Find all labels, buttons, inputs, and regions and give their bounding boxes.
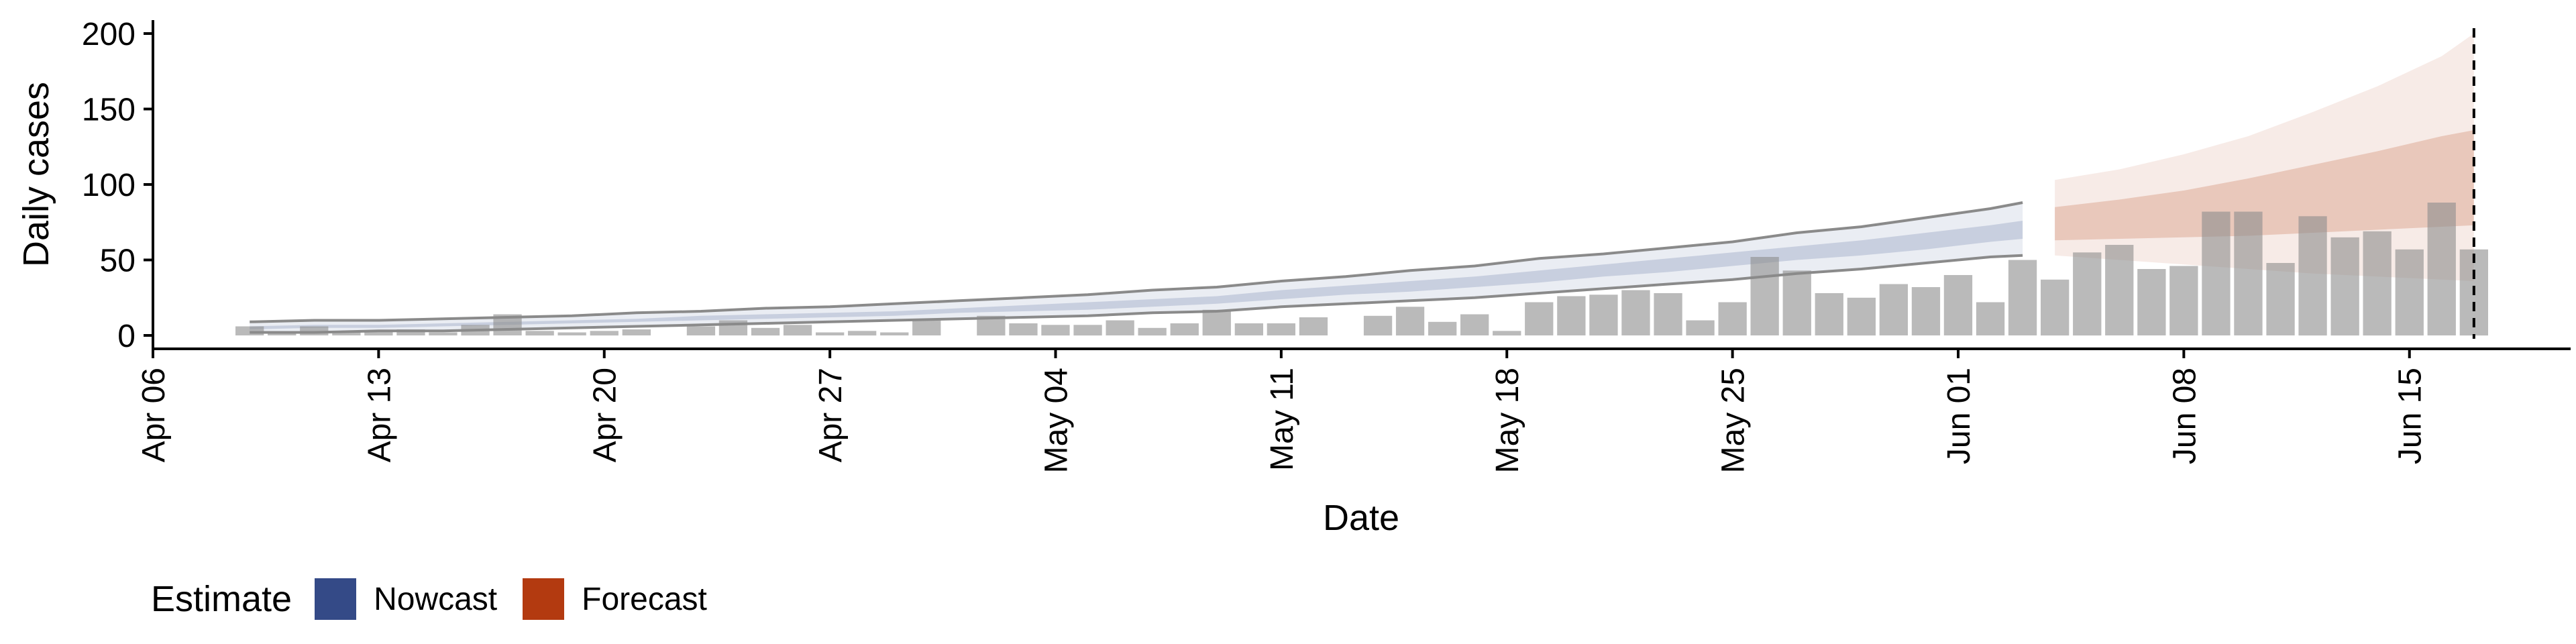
case-bar <box>1782 270 1811 336</box>
case-bar <box>1589 294 1618 336</box>
case-bar <box>1106 320 1134 335</box>
case-bar <box>1299 317 1328 335</box>
x-tick-label: Apr 20 <box>588 368 623 462</box>
case-bar <box>848 331 877 336</box>
case-bar <box>1363 315 1393 336</box>
case-bar <box>1041 325 1070 336</box>
case-bar <box>590 331 619 336</box>
case-bar <box>1395 307 1425 336</box>
x-axis-label: Date <box>1323 498 1399 538</box>
interval-lines <box>250 201 2023 334</box>
case-bar <box>2427 203 2456 335</box>
case-bar <box>1428 321 1457 336</box>
case-bar <box>1686 320 1715 335</box>
case-bar <box>1267 323 1295 335</box>
nowcast-lower90-line <box>250 254 2023 334</box>
case-bar <box>1815 293 1843 335</box>
y-tick-label: 150 <box>82 93 136 128</box>
case-bar <box>2202 211 2231 335</box>
case-bar <box>2330 237 2359 336</box>
forecast-band-90 <box>2055 34 2474 281</box>
y-tick-label: 0 <box>117 319 136 354</box>
case-bar <box>1170 323 1199 335</box>
case-bar <box>783 325 812 336</box>
legend-label-forecast: Forecast <box>582 581 707 617</box>
case-bar <box>1138 327 1167 336</box>
case-bar <box>2169 266 2198 335</box>
y-tick-label: 100 <box>82 168 136 203</box>
case-bar <box>1460 314 1489 335</box>
case-bar <box>1879 284 1908 335</box>
case-bar <box>1943 275 1973 335</box>
legend-label-nowcast: Nowcast <box>374 581 498 617</box>
case-bar <box>1911 287 1941 335</box>
case-bar <box>235 326 264 335</box>
case-bar <box>2041 279 2070 336</box>
case-bar <box>2008 260 2037 335</box>
case-bar <box>557 332 586 335</box>
case-bar <box>1976 302 2005 335</box>
x-tick-label: May 18 <box>1490 368 1525 473</box>
case-bar <box>364 331 393 336</box>
case-bar <box>332 332 361 335</box>
case-bar <box>2105 245 2134 335</box>
case-bar <box>525 331 554 336</box>
case-bar <box>912 320 941 335</box>
case-bar <box>1750 257 1779 335</box>
case-bar <box>686 326 716 335</box>
legend: Estimate Nowcast Forecast <box>151 578 733 620</box>
nowcast-upper90-line <box>250 201 2023 323</box>
case-bar <box>880 332 909 335</box>
forecast-band-50 <box>2055 130 2474 241</box>
case-bar <box>816 332 845 335</box>
case-bar <box>751 327 780 336</box>
y-axis-label: Daily cases <box>16 82 56 267</box>
case-bar <box>1493 331 1521 336</box>
case-bar <box>1073 325 1102 336</box>
case-bar <box>1202 309 1231 336</box>
x-tick-label: May 04 <box>1038 368 1074 473</box>
case-bar <box>2395 249 2424 336</box>
case-bar <box>429 332 458 335</box>
legend-title: Estimate <box>151 579 292 619</box>
case-bar <box>1009 323 1038 335</box>
legend-key-forecast <box>523 578 565 620</box>
case-bar <box>2363 231 2392 336</box>
y-tick-label: 200 <box>82 17 136 52</box>
x-tick-label: Jun 08 <box>2167 368 2202 464</box>
case-bar <box>396 329 425 335</box>
case-bar <box>2234 211 2263 335</box>
case-bar <box>1557 296 1586 335</box>
case-bar <box>1654 293 1682 335</box>
case-bar <box>2266 263 2295 335</box>
case-bar <box>1847 297 1876 336</box>
x-tick-label: Apr 27 <box>813 368 849 462</box>
y-tick-label: 50 <box>100 244 136 279</box>
case-bar <box>1718 302 1747 335</box>
case-bar <box>268 332 297 335</box>
x-tick-label: Jun 15 <box>2393 368 2428 464</box>
x-tick-label: May 25 <box>1716 368 1752 473</box>
x-tick-label: Apr 13 <box>362 368 397 462</box>
x-tick-label: Apr 06 <box>136 368 172 462</box>
legend-key-nowcast <box>315 578 357 620</box>
axes: 0 50 100 150 200 Apr 06 Apr 13 Apr 20 Apr 27 May … <box>82 17 2571 473</box>
case-bar <box>2073 252 2102 336</box>
case-bar <box>1234 323 1263 335</box>
case-bar <box>622 329 651 335</box>
case-bar <box>1525 302 1554 335</box>
x-tick-label: Jun 01 <box>1941 368 1977 464</box>
case-bar <box>2137 269 2166 335</box>
x-tick-label: May 11 <box>1265 368 1300 471</box>
case-bar <box>2298 216 2327 336</box>
case-bar <box>1621 290 1650 335</box>
